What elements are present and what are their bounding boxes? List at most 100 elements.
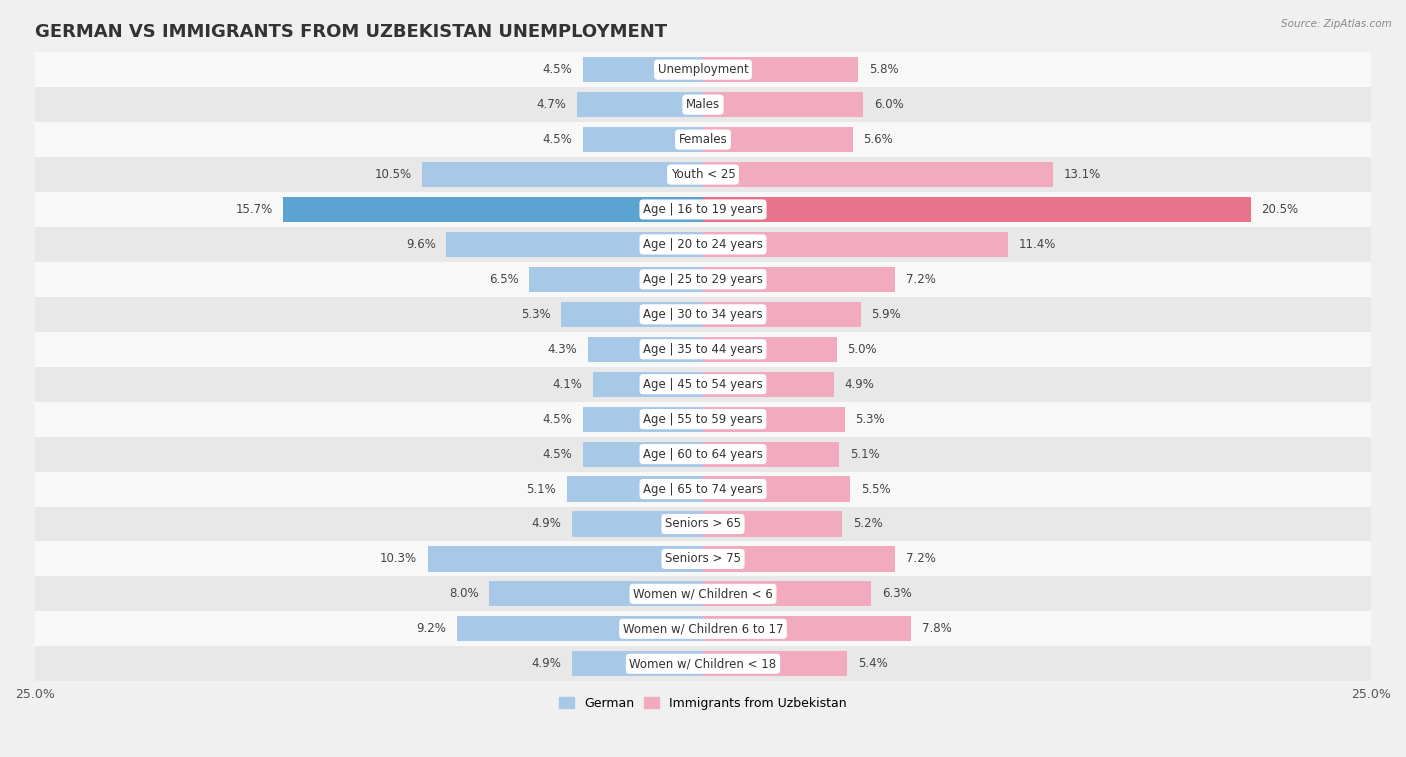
Text: 5.5%: 5.5% (860, 482, 890, 496)
Text: 5.3%: 5.3% (855, 413, 884, 425)
Text: 5.8%: 5.8% (869, 63, 898, 76)
Text: 15.7%: 15.7% (236, 203, 273, 216)
Text: 13.1%: 13.1% (1064, 168, 1101, 181)
Text: 6.5%: 6.5% (489, 273, 519, 286)
Bar (578, 92, 703, 117)
Bar (422, 162, 703, 187)
Bar (35, 122, 1371, 157)
Text: Age | 30 to 34 years: Age | 30 to 34 years (643, 308, 763, 321)
Text: 5.4%: 5.4% (858, 657, 887, 670)
Text: 5.1%: 5.1% (851, 447, 880, 460)
Text: Age | 65 to 74 years: Age | 65 to 74 years (643, 482, 763, 496)
Bar (703, 407, 845, 431)
Bar (703, 372, 834, 397)
Bar (35, 262, 1371, 297)
Text: 11.4%: 11.4% (1018, 238, 1056, 251)
Bar (593, 372, 703, 397)
Text: GERMAN VS IMMIGRANTS FROM UZBEKISTAN UNEMPLOYMENT: GERMAN VS IMMIGRANTS FROM UZBEKISTAN UNE… (35, 23, 666, 41)
Bar (35, 366, 1371, 402)
Text: 7.8%: 7.8% (922, 622, 952, 635)
Bar (703, 476, 851, 502)
Text: Unemployment: Unemployment (658, 63, 748, 76)
Text: 6.3%: 6.3% (882, 587, 911, 600)
Legend: German, Immigrants from Uzbekistan: German, Immigrants from Uzbekistan (554, 692, 852, 715)
Bar (561, 302, 703, 327)
Bar (489, 581, 703, 606)
Text: 4.7%: 4.7% (537, 98, 567, 111)
Text: 4.1%: 4.1% (553, 378, 582, 391)
Text: 4.3%: 4.3% (548, 343, 578, 356)
Bar (703, 232, 1008, 257)
Bar (35, 87, 1371, 122)
Bar (567, 476, 703, 502)
Bar (703, 162, 1053, 187)
Bar (703, 92, 863, 117)
Text: Seniors > 65: Seniors > 65 (665, 518, 741, 531)
Text: Males: Males (686, 98, 720, 111)
Text: 5.0%: 5.0% (848, 343, 877, 356)
Bar (35, 506, 1371, 541)
Text: 5.3%: 5.3% (522, 308, 551, 321)
Bar (35, 157, 1371, 192)
Text: 7.2%: 7.2% (905, 273, 936, 286)
Text: 6.0%: 6.0% (875, 98, 904, 111)
Text: Women w/ Children < 18: Women w/ Children < 18 (630, 657, 776, 670)
Bar (35, 646, 1371, 681)
Text: 4.5%: 4.5% (543, 447, 572, 460)
Bar (35, 297, 1371, 332)
Bar (703, 512, 842, 537)
Bar (427, 547, 703, 572)
Text: Age | 35 to 44 years: Age | 35 to 44 years (643, 343, 763, 356)
Bar (457, 616, 703, 641)
Bar (35, 437, 1371, 472)
Bar (703, 441, 839, 466)
Text: Age | 60 to 64 years: Age | 60 to 64 years (643, 447, 763, 460)
Text: 5.6%: 5.6% (863, 133, 893, 146)
Text: Women w/ Children < 6: Women w/ Children < 6 (633, 587, 773, 600)
Bar (582, 57, 703, 83)
Text: 10.5%: 10.5% (374, 168, 412, 181)
Text: 20.5%: 20.5% (1261, 203, 1299, 216)
Text: 4.5%: 4.5% (543, 133, 572, 146)
Text: Females: Females (679, 133, 727, 146)
Text: 9.2%: 9.2% (416, 622, 447, 635)
Bar (284, 197, 703, 222)
Bar (35, 227, 1371, 262)
Text: 5.9%: 5.9% (872, 308, 901, 321)
Bar (35, 402, 1371, 437)
Bar (703, 547, 896, 572)
Bar (447, 232, 703, 257)
Bar (582, 441, 703, 466)
Text: Youth < 25: Youth < 25 (671, 168, 735, 181)
Text: Age | 20 to 24 years: Age | 20 to 24 years (643, 238, 763, 251)
Text: 10.3%: 10.3% (380, 553, 418, 565)
Text: Source: ZipAtlas.com: Source: ZipAtlas.com (1281, 19, 1392, 29)
Text: Seniors > 75: Seniors > 75 (665, 553, 741, 565)
Text: 4.5%: 4.5% (543, 413, 572, 425)
Text: Age | 16 to 19 years: Age | 16 to 19 years (643, 203, 763, 216)
Text: 4.9%: 4.9% (845, 378, 875, 391)
Text: Age | 25 to 29 years: Age | 25 to 29 years (643, 273, 763, 286)
Bar (572, 651, 703, 676)
Bar (35, 612, 1371, 646)
Text: Age | 55 to 59 years: Age | 55 to 59 years (643, 413, 763, 425)
Bar (35, 192, 1371, 227)
Bar (35, 472, 1371, 506)
Text: 5.2%: 5.2% (852, 518, 883, 531)
Bar (582, 127, 703, 152)
Text: 4.5%: 4.5% (543, 63, 572, 76)
Bar (703, 302, 860, 327)
Bar (582, 407, 703, 431)
Bar (703, 57, 858, 83)
Text: Age | 45 to 54 years: Age | 45 to 54 years (643, 378, 763, 391)
Text: 7.2%: 7.2% (905, 553, 936, 565)
Bar (703, 127, 852, 152)
Text: 4.9%: 4.9% (531, 518, 561, 531)
Bar (35, 541, 1371, 576)
Text: 8.0%: 8.0% (449, 587, 478, 600)
Bar (703, 266, 896, 292)
Bar (703, 197, 1251, 222)
Bar (588, 337, 703, 362)
Bar (35, 576, 1371, 612)
Bar (572, 512, 703, 537)
